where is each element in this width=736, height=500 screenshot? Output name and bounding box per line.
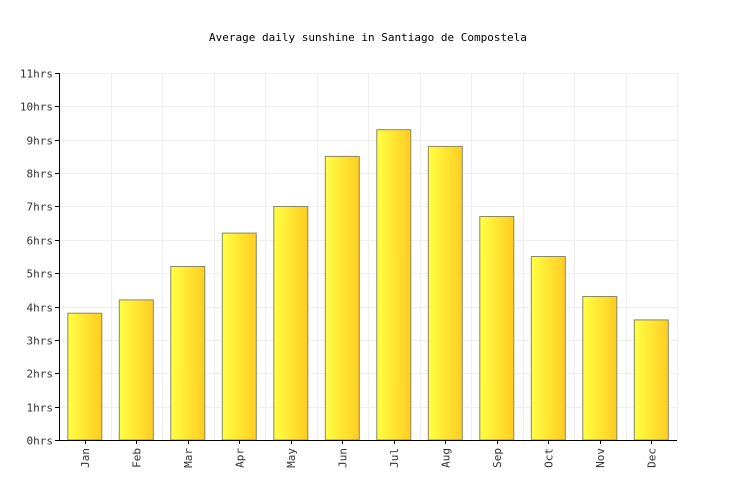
bar-jan xyxy=(67,312,103,441)
x-tick-label: Mar xyxy=(182,448,195,468)
x-tick-label: Jul xyxy=(388,448,401,468)
bar-oct xyxy=(530,256,566,441)
y-tick-label: 4hrs xyxy=(27,302,54,315)
x-tick-labels: Jan Feb Mar Apr May Jun Jul Aug Sep Oct Nov Dec xyxy=(79,448,659,468)
x-tick-label: Jan xyxy=(79,448,92,468)
y-tick-label: 11hrs xyxy=(20,68,53,81)
x-tick-label: Sep xyxy=(491,448,504,468)
x-tick-label: Jun xyxy=(336,448,349,468)
x-tick-label: Apr xyxy=(233,448,246,468)
y-tick-label: 8hrs xyxy=(27,168,54,181)
y-tick-label: 0hrs xyxy=(27,435,54,448)
y-tick-label: 3hrs xyxy=(27,335,54,348)
grid-lines xyxy=(59,73,678,440)
bar-feb xyxy=(118,299,154,441)
y-tick-labels: 0hrs 1hrs 2hrs 3hrs 4hrs 5hrs 6hrs 7hrs 8hrs 9hrs… xyxy=(20,68,53,448)
bar-sep xyxy=(479,216,515,441)
y-tick-label: 1hrs xyxy=(27,402,54,415)
x-tick-label: Oct xyxy=(542,448,555,468)
x-tick-label: Aug xyxy=(439,448,452,468)
y-tick-label: 2hrs xyxy=(27,368,54,381)
x-tick-label: Feb xyxy=(130,448,143,468)
x-tick-label: Nov xyxy=(594,448,607,468)
y-tick-label: 10hrs xyxy=(20,101,53,114)
chart-title: Average daily sunshine in Santiago de Co… xyxy=(209,31,527,44)
bar-apr xyxy=(221,232,257,441)
x-tick-label: Dec xyxy=(645,448,658,468)
bar-nov xyxy=(582,296,618,441)
y-tick-label: 7hrs xyxy=(27,201,54,214)
y-tick-label: 9hrs xyxy=(27,135,54,148)
bar-dec xyxy=(633,319,669,441)
bar-mar xyxy=(170,266,206,441)
bar-jun xyxy=(324,155,360,441)
y-tick-label: 5hrs xyxy=(27,268,54,281)
axes xyxy=(55,73,677,444)
y-tick-label: 6hrs xyxy=(27,235,54,248)
bar-jul xyxy=(376,129,412,441)
x-tick-label: May xyxy=(285,448,298,468)
bar-aug xyxy=(427,145,463,441)
bar-may xyxy=(273,206,309,441)
bars xyxy=(67,129,669,441)
